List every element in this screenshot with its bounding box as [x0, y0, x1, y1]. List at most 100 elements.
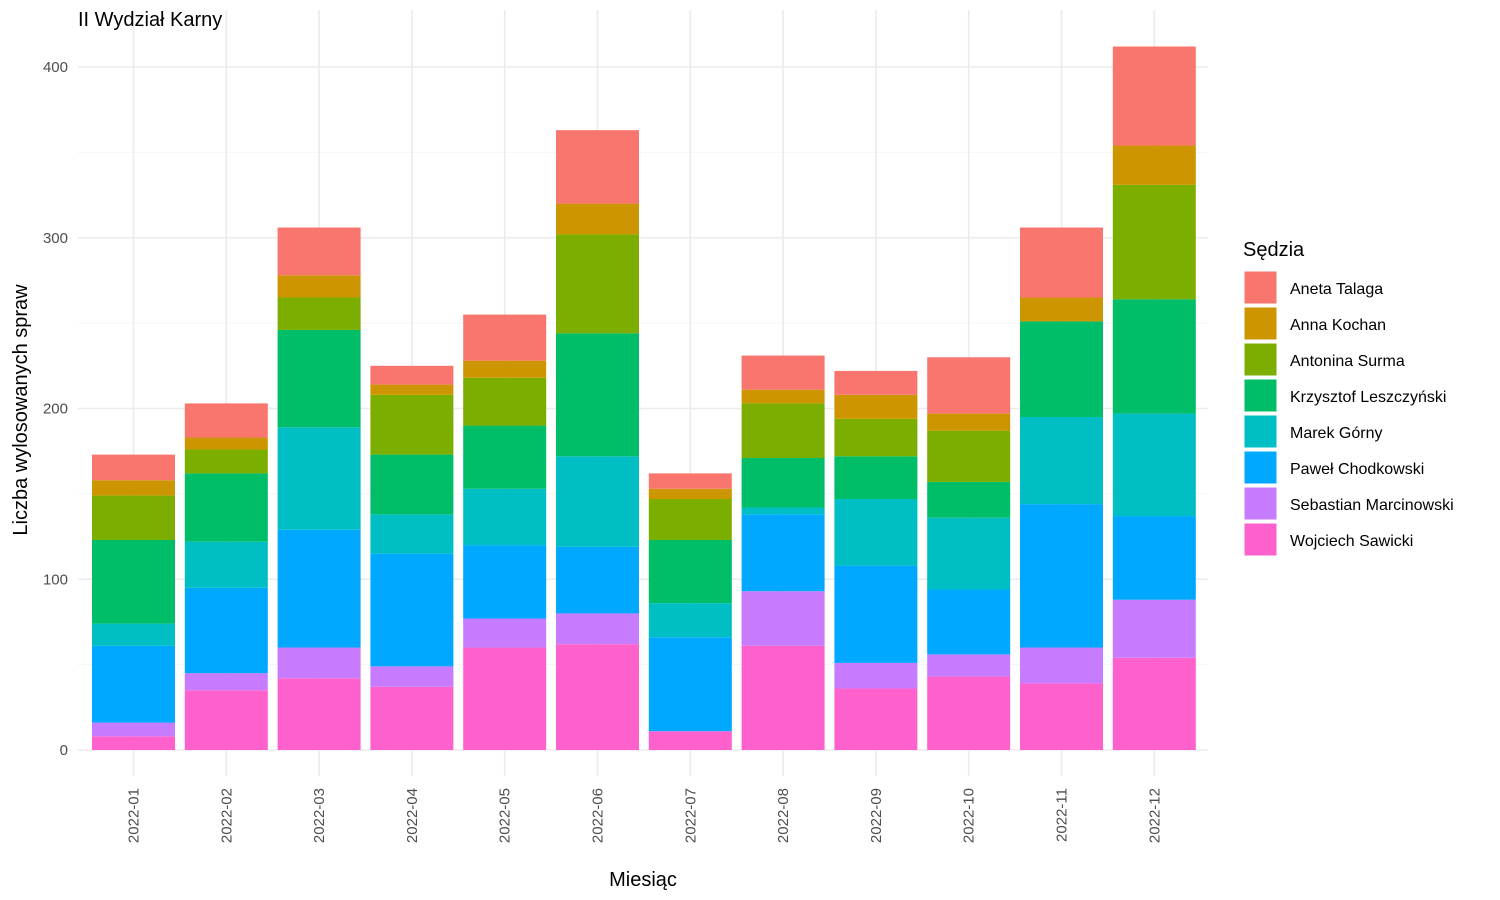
bar-segment: [556, 203, 639, 235]
bar-segment: [648, 473, 732, 489]
bar-segment: [184, 587, 268, 674]
bar-segment: [741, 591, 825, 646]
bar-segment: [834, 565, 918, 663]
x-tick-label: 2022-06: [590, 788, 607, 843]
bar-segment: [741, 645, 825, 750]
bar-segment: [1020, 227, 1103, 298]
chart-title: II Wydział Karny: [78, 9, 222, 31]
bar-segment: [463, 314, 547, 361]
y-tick-label: 100: [43, 571, 68, 588]
bar-segment: [1112, 184, 1196, 300]
x-tick-label: 2022-12: [1146, 788, 1163, 843]
bar-segment: [927, 430, 1011, 482]
bar-segment: [277, 227, 361, 276]
bar-segment: [927, 654, 1011, 677]
bar-segment: [463, 425, 547, 489]
bar-segment: [92, 539, 175, 624]
bar-segment: [370, 365, 454, 385]
bar-segment: [741, 458, 825, 508]
bar-segment: [184, 449, 268, 474]
bar-segment: [556, 130, 639, 204]
bar-segment: [927, 481, 1011, 518]
bar-segment: [556, 644, 639, 750]
bar-segment: [184, 690, 268, 750]
bar-segment: [648, 539, 732, 604]
bars: [92, 46, 1196, 750]
bar-segment: [92, 454, 175, 481]
bar-segment: [1112, 145, 1196, 185]
bar-segment: [834, 456, 918, 499]
bar-segment: [1020, 504, 1103, 648]
x-tick-label: 2022-11: [1054, 788, 1071, 842]
bar-segment: [184, 541, 268, 588]
bar-segment: [277, 678, 361, 750]
bar-segment: [277, 329, 361, 428]
bar-segment: [927, 589, 1011, 655]
bar-segment: [834, 394, 918, 419]
legend-key: [1243, 306, 1278, 341]
legend-key: [1243, 414, 1278, 449]
x-tick-label: 2022-02: [218, 788, 235, 843]
legend-label: Marek Górny: [1290, 425, 1382, 442]
bar-segment: [1112, 516, 1196, 600]
legend-key: [1243, 378, 1278, 413]
bar-segment: [834, 370, 918, 395]
bar-segment: [648, 731, 732, 750]
x-tick-label: 2022-01: [126, 788, 143, 843]
bar-segment: [463, 360, 547, 378]
bar-segment: [463, 647, 547, 750]
bar-segment: [648, 637, 732, 732]
bar-segment: [834, 498, 918, 566]
bar-segment: [463, 377, 547, 426]
bar-segment: [184, 473, 268, 542]
bar-segment: [556, 234, 639, 334]
bar-segment: [92, 736, 175, 750]
bar-segment: [927, 676, 1011, 750]
bar-segment: [648, 603, 732, 638]
bar-segment: [1112, 657, 1196, 750]
bar-segment: [277, 275, 361, 298]
bar-segment: [463, 545, 547, 619]
legend-label: Aneta Talaga: [1290, 281, 1383, 298]
bar-segment: [92, 722, 175, 737]
y-axis-ticks: 0 100 200 300 400: [43, 59, 68, 759]
legend-key: [1243, 270, 1278, 305]
legend-label: Anna Kochan: [1290, 317, 1386, 334]
bar-segment: [556, 456, 639, 547]
bar-segment: [556, 333, 639, 457]
legend: Sędzia Aneta Talaga Anna Kochan Antonina S…: [1243, 239, 1454, 557]
bar-segment: [648, 488, 732, 499]
x-axis-ticks: 2022-01 2022-02 2022-03 2022-04 2022-05 2022-…: [126, 788, 1164, 843]
legend-label: Krzysztof Leszczyński: [1290, 389, 1446, 406]
bar-segment: [741, 403, 825, 459]
x-tick-label: 2022-05: [497, 788, 514, 843]
bar-segment: [1020, 321, 1103, 418]
bar-segment: [1112, 599, 1196, 658]
bar-segment: [92, 495, 175, 540]
bar-segment: [92, 623, 175, 646]
y-tick-label: 400: [43, 59, 68, 76]
bar-segment: [277, 647, 361, 679]
bar-segment: [370, 514, 454, 554]
bar-segment: [834, 662, 918, 689]
bar-segment: [277, 427, 361, 530]
bar-segment: [1020, 647, 1103, 684]
bar-segment: [92, 480, 175, 496]
x-axis-title: Miesiąc: [609, 869, 677, 891]
bar-segment: [741, 514, 825, 592]
bar-segment: [370, 666, 454, 687]
x-tick-label: 2022-07: [682, 788, 699, 843]
bar-segment: [277, 297, 361, 330]
bar-segment: [1112, 413, 1196, 517]
bar-segment: [463, 488, 547, 546]
bar-segment: [184, 437, 268, 450]
legend-label: Paweł Chodkowski: [1290, 461, 1424, 478]
bar-segment: [370, 553, 454, 667]
legend-key: [1243, 486, 1278, 521]
bar-segment: [741, 507, 825, 515]
bar-segment: [556, 546, 639, 614]
bar-segment: [834, 688, 918, 750]
x-tick-label: 2022-10: [961, 788, 978, 843]
bar-segment: [741, 389, 825, 404]
bar-segment: [1020, 297, 1103, 322]
